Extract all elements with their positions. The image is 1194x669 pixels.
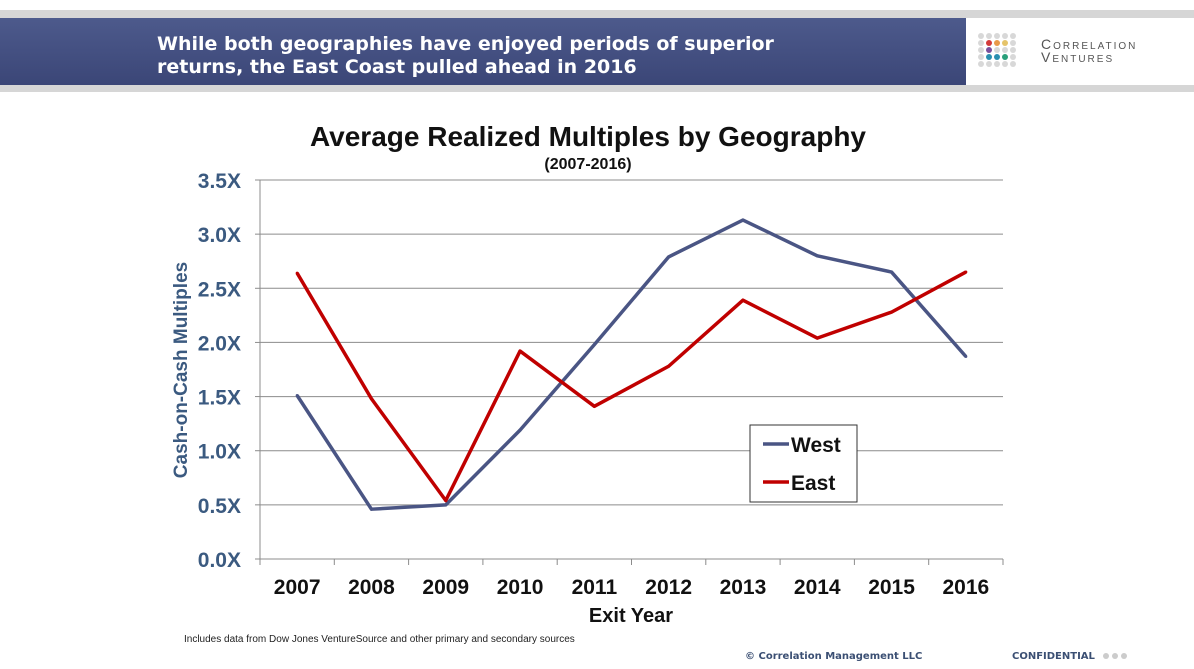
logo-dot bbox=[994, 40, 1000, 46]
x-tick-label: 2011 bbox=[572, 576, 618, 599]
confidential-label: CONFIDENTIAL bbox=[1012, 651, 1127, 662]
logo-dot bbox=[978, 40, 984, 46]
data-point-east bbox=[592, 404, 596, 408]
data-point-west bbox=[964, 355, 968, 359]
y-tick-label: 3.0X bbox=[198, 224, 241, 247]
data-point-west bbox=[890, 270, 894, 274]
logo-dot bbox=[1010, 47, 1016, 53]
dot-icon bbox=[1111, 653, 1118, 659]
bottom-bar bbox=[0, 85, 1194, 92]
chart-subtitle: (2007-2016) bbox=[544, 156, 631, 173]
dot-icon bbox=[1102, 653, 1109, 659]
header-band bbox=[0, 18, 966, 85]
logo-dot bbox=[986, 54, 992, 60]
logo-line2: Ventures bbox=[1041, 49, 1115, 65]
data-point-east bbox=[295, 271, 299, 275]
logo-dot bbox=[978, 33, 984, 39]
data-point-west bbox=[815, 254, 819, 258]
data-point-west bbox=[444, 503, 448, 507]
data-point-west bbox=[369, 507, 373, 511]
data-point-west bbox=[741, 218, 745, 222]
series-line-east bbox=[295, 270, 967, 503]
x-tick-label: 2009 bbox=[422, 576, 469, 599]
y-tick-label: 0.0X bbox=[198, 549, 241, 572]
x-tick-label: 2010 bbox=[497, 576, 544, 599]
data-point-east bbox=[518, 349, 522, 353]
logo: Correlation Ventures bbox=[967, 18, 1194, 85]
y-tick-label: 2.5X bbox=[198, 278, 241, 301]
logo-dot bbox=[978, 54, 984, 60]
data-point-east bbox=[369, 397, 373, 401]
logo-dot bbox=[986, 61, 992, 67]
chart-title: Average Realized Multiples by Geography bbox=[310, 121, 866, 152]
data-point-east bbox=[444, 499, 448, 503]
y-tick-label: 1.0X bbox=[198, 441, 241, 464]
x-tick-label: 2012 bbox=[645, 576, 692, 599]
y-tick-label: 3.5X bbox=[198, 170, 241, 193]
data-point-west bbox=[295, 393, 299, 397]
x-tick-label: 2007 bbox=[274, 576, 321, 599]
y-tick-label: 1.5X bbox=[198, 387, 241, 410]
logo-dot bbox=[994, 33, 1000, 39]
data-point-east bbox=[667, 364, 671, 368]
y-tick-label: 2.0X bbox=[198, 332, 241, 355]
logo-dot bbox=[1010, 40, 1016, 46]
logo-dots-icon bbox=[978, 33, 1016, 67]
x-tick-label: 2013 bbox=[720, 576, 767, 599]
source-note: Includes data from Dow Jones VentureSour… bbox=[184, 634, 575, 645]
top-bar bbox=[0, 10, 1194, 18]
dot-icon bbox=[1120, 653, 1127, 659]
logo-dot bbox=[978, 61, 984, 67]
data-point-west bbox=[518, 428, 522, 432]
data-point-east bbox=[741, 298, 745, 302]
logo-dot bbox=[994, 61, 1000, 67]
data-point-east bbox=[964, 270, 968, 274]
data-point-west bbox=[667, 255, 671, 259]
logo-dot bbox=[1010, 33, 1016, 39]
copyright: © Correlation Management LLC bbox=[745, 651, 923, 662]
logo-dot bbox=[1002, 47, 1008, 53]
logo-dot bbox=[986, 33, 992, 39]
series-line-west bbox=[295, 218, 968, 511]
confidential-text: CONFIDENTIAL bbox=[1012, 651, 1095, 662]
x-tick-label: 2008 bbox=[348, 576, 395, 599]
legend-label-east: East bbox=[791, 472, 835, 495]
logo-dot bbox=[1002, 40, 1008, 46]
logo-dot bbox=[1002, 61, 1008, 67]
logo-dot bbox=[1010, 54, 1016, 60]
logo-dot bbox=[994, 47, 1000, 53]
x-tick-label: 2016 bbox=[942, 576, 989, 599]
x-tick-label: 2015 bbox=[868, 576, 915, 599]
logo-line1: Correlation bbox=[1041, 36, 1138, 52]
legend-box bbox=[749, 424, 858, 503]
data-point-east bbox=[815, 336, 819, 340]
logo-dot bbox=[986, 47, 992, 53]
data-point-west bbox=[592, 343, 596, 347]
x-tick-label: 2014 bbox=[794, 576, 841, 599]
logo-dot bbox=[1010, 61, 1016, 67]
legend-label-west: West bbox=[791, 434, 841, 457]
logo-dot bbox=[994, 54, 1000, 60]
logo-dot bbox=[1002, 33, 1008, 39]
y-tick-label: 0.5X bbox=[198, 495, 241, 518]
logo-dot bbox=[978, 47, 984, 53]
data-point-east bbox=[890, 310, 894, 314]
y-axis-label: Cash-on-Cash Multiples bbox=[171, 262, 192, 478]
logo-dot bbox=[986, 40, 992, 46]
logo-dot bbox=[1002, 54, 1008, 60]
x-axis-label: Exit Year bbox=[589, 605, 673, 627]
slide-headline: While both geographies have enjoyed peri… bbox=[157, 33, 774, 78]
